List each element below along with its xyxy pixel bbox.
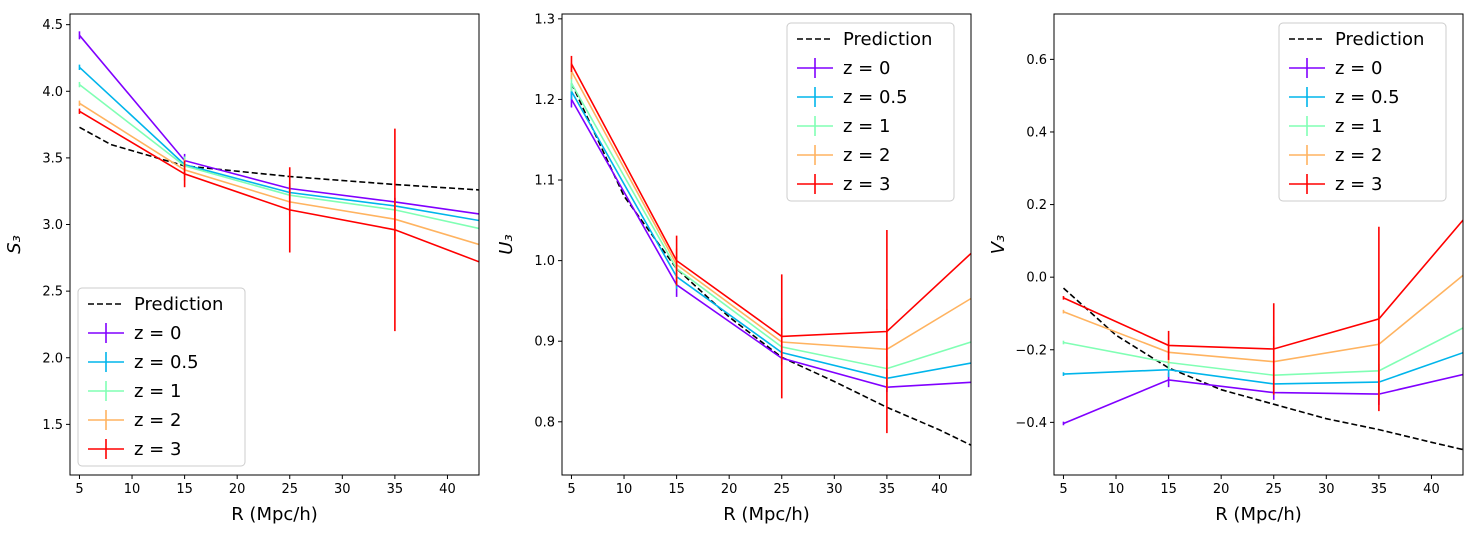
legend-label: z = 3 [134, 439, 181, 460]
series-line-0 [78, 34, 479, 215]
x-tick-label: 10 [1108, 482, 1125, 497]
legend-label: z = 2 [134, 410, 181, 431]
y-tick-label: 0.9 [534, 335, 555, 350]
legend-label: z = 3 [1335, 174, 1382, 195]
x-tick-label: 5 [1059, 482, 1067, 497]
legend: Prediction z = 0 z = 0.5 z = 1 z = 2 z = 3 [786, 22, 955, 202]
x-tick-label: 15 [176, 482, 193, 497]
y-tick-label: −0.4 [1015, 416, 1047, 431]
x-tick-label: 20 [721, 482, 738, 497]
y-tick-label: 0.0 [1026, 271, 1047, 286]
y-tick-label: 0.2 [1026, 198, 1047, 213]
x-tick-label: 35 [1371, 482, 1388, 497]
series-line-3 [79, 102, 479, 246]
y-tick-label: 2.0 [42, 351, 63, 366]
legend-label: z = 1 [1335, 116, 1382, 137]
y-axis-label: S₃ [4, 235, 25, 254]
y-tick-label: 1.3 [534, 12, 555, 27]
x-tick-label: 5 [567, 482, 575, 497]
y-tick-label: 0.4 [1026, 125, 1047, 140]
y-axis-label: V₃ [988, 235, 1009, 255]
x-tick-label: 15 [1160, 482, 1177, 497]
x-tick-label: 35 [879, 482, 896, 497]
chart-panel-1: 5 10 15 20 25 30 35 40 1.5 2.0 2.5 3.0 3.5 4.0 4.5 R (M… [4, 13, 480, 525]
chart-panel-2: 5 10 15 20 25 30 35 40 0.8 0.9 1.0 1.1 1.2 1.3 R (Mpc/… [496, 12, 972, 525]
y-tick-label: 2.5 [42, 285, 63, 300]
legend-label: z = 2 [1335, 145, 1382, 166]
y-tick-label: 1.0 [534, 254, 555, 269]
x-tick-label: 30 [334, 482, 351, 497]
legend-label: z = 3 [843, 174, 890, 195]
plot-frame [69, 13, 480, 476]
x-tick-label: 5 [75, 482, 83, 497]
x-axis-label: R (Mpc/h) [231, 504, 318, 525]
x-tick-label: 40 [931, 482, 948, 497]
legend-label: z = 1 [134, 381, 181, 402]
legend-label: Prediction [134, 294, 223, 315]
plot-area [570, 55, 971, 446]
legend-label: z = 0 [843, 58, 890, 79]
x-tick-label: 25 [1265, 482, 1282, 497]
legend-label: Prediction [843, 29, 932, 50]
prediction-line [79, 126, 479, 191]
legend: Prediction z = 0 z = 0.5 z = 1 z = 2 z = 3 [77, 287, 246, 467]
y-axis-label: U₃ [496, 234, 517, 254]
series-line-4 [1063, 219, 1463, 350]
y-tick-label: 3.0 [42, 218, 63, 233]
y-tick-label: 3.5 [42, 151, 63, 166]
y-tick-label: 4.0 [42, 85, 63, 100]
legend-label: z = 0.5 [134, 352, 199, 373]
x-tick-label: 40 [1423, 482, 1440, 497]
legend-label: z = 2 [843, 145, 890, 166]
plot-frame [1053, 13, 1464, 476]
x-tick-label: 30 [826, 482, 843, 497]
x-tick-label: 20 [1213, 482, 1230, 497]
x-tick-label: 40 [439, 482, 456, 497]
x-tick-label: 15 [668, 482, 685, 497]
x-axis-label: R (Mpc/h) [723, 504, 810, 525]
x-tick-label: 25 [773, 482, 790, 497]
x-tick-label: 10 [124, 482, 141, 497]
chart-panel-3: 5 10 15 20 25 30 35 40 −0.4 −0.2 0.0 0.2 0.4 0.6 R (Mp… [988, 13, 1464, 525]
y-tick-label: 0.6 [1026, 53, 1047, 68]
x-tick-label: 30 [1318, 482, 1335, 497]
x-tick-label: 25 [281, 482, 298, 497]
y-tick-label: 1.1 [534, 174, 555, 189]
x-tick-label: 20 [229, 482, 246, 497]
legend: Prediction z = 0 z = 0.5 z = 1 z = 2 z = 3 [1278, 22, 1447, 202]
y-tick-label: 4.5 [42, 18, 63, 33]
plot-area [78, 31, 479, 332]
y-tick-label: 1.2 [534, 93, 555, 108]
prediction-line [1062, 287, 1463, 451]
x-tick-label: 35 [387, 482, 404, 497]
legend-label: z = 0 [134, 323, 181, 344]
legend-label: z = 1 [843, 116, 890, 137]
series-line-1 [1063, 351, 1463, 385]
x-tick-label: 10 [616, 482, 633, 497]
legend-label: z = 0.5 [843, 87, 908, 108]
legend-label: z = 0 [1335, 58, 1382, 79]
legend-label: Prediction [1335, 29, 1424, 50]
y-tick-label: 1.5 [42, 418, 63, 433]
plot-area [1062, 219, 1463, 451]
x-axis-label: R (Mpc/h) [1215, 504, 1302, 525]
y-tick-label: −0.2 [1015, 343, 1047, 358]
plot-frame [561, 13, 972, 476]
series-line-1 [78, 66, 479, 222]
y-tick-label: 0.8 [534, 415, 555, 430]
legend-label: z = 0.5 [1335, 87, 1400, 108]
